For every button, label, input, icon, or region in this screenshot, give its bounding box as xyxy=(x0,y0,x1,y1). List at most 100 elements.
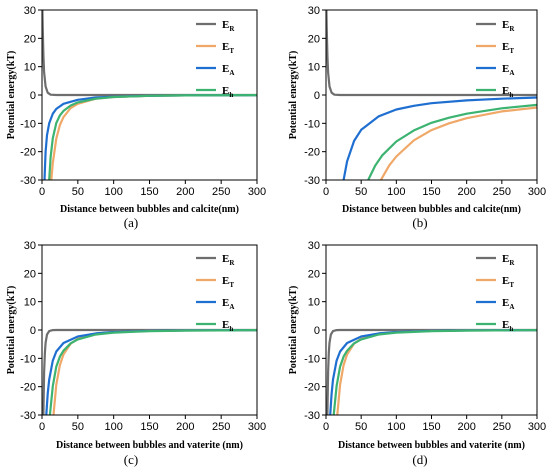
x-tick-label: 250 xyxy=(212,421,230,433)
y-tick-label: 10 xyxy=(308,62,320,74)
series-line-EA xyxy=(342,96,537,180)
series-line-ER xyxy=(42,10,257,97)
y-tick-label: 10 xyxy=(24,62,36,74)
series-line-ET xyxy=(50,93,257,180)
y-tick-label: 0 xyxy=(314,325,320,337)
x-tick-label: 50 xyxy=(355,421,367,433)
x-axis-title: Distance between bubbles and vaterite (n… xyxy=(338,440,525,451)
x-tick-label: 250 xyxy=(493,421,511,433)
y-tick-label: -10 xyxy=(20,353,36,365)
series-line-Eh xyxy=(48,329,257,415)
x-tick-label: 150 xyxy=(422,421,440,433)
y-tick-label: 20 xyxy=(24,268,36,280)
x-tick-label: 0 xyxy=(39,186,45,198)
legend-label-T: ET xyxy=(502,275,514,289)
series-line-ET xyxy=(52,329,257,415)
series-line-Eh xyxy=(367,103,537,180)
x-tick-label: 100 xyxy=(387,186,405,198)
legend-label-A: EA xyxy=(222,63,234,77)
y-tick-label: 30 xyxy=(24,240,36,252)
panel-label: (d) xyxy=(412,452,427,467)
legend-label-R: ER xyxy=(222,253,235,267)
legend-label-R: ER xyxy=(502,253,515,267)
x-tick-label: 300 xyxy=(248,186,266,198)
series-line-EA xyxy=(329,329,537,415)
panel-3: 0 50 100 150 200 250 300 -30 -20 -10 0 10 20 30 Distan… xyxy=(288,240,546,467)
legend-label-h: Eh xyxy=(222,319,233,333)
x-tick-label: 300 xyxy=(248,421,266,433)
legend-label-A: EA xyxy=(502,297,514,311)
y-tick-label: -30 xyxy=(304,410,320,422)
panel-label: (a) xyxy=(124,215,138,230)
legend-label-h: Eh xyxy=(502,85,513,99)
legend-label-R: ER xyxy=(502,19,515,33)
x-tick-label: 50 xyxy=(355,186,367,198)
y-tick-label: 20 xyxy=(24,33,36,45)
x-tick-label: 100 xyxy=(104,186,122,198)
x-tick-label: 300 xyxy=(528,421,546,433)
x-tick-label: 150 xyxy=(140,421,158,433)
legend-label-T: ET xyxy=(222,275,234,289)
x-tick-label: 200 xyxy=(176,186,194,198)
y-axis-title: Potential energy(kT) xyxy=(6,286,17,375)
x-tick-label: 100 xyxy=(104,421,122,433)
y-tick-label: -20 xyxy=(20,382,36,394)
series-line-EA xyxy=(43,93,257,180)
x-tick-label: 0 xyxy=(323,186,329,198)
panel-label: (c) xyxy=(124,452,138,467)
y-tick-label: 30 xyxy=(24,5,36,17)
y-tick-label: -10 xyxy=(20,118,36,130)
panel-2: 0 50 100 150 200 250 300 -30 -20 -10 0 10 20 30 Distan… xyxy=(6,240,266,467)
y-tick-label: -30 xyxy=(304,175,320,187)
y-tick-label: -30 xyxy=(20,410,36,422)
y-tick-label: 20 xyxy=(308,268,320,280)
legend-label-T: ET xyxy=(222,41,234,55)
y-tick-label: -20 xyxy=(304,382,320,394)
x-axis-title: Distance between bubbles and vaterite (n… xyxy=(56,440,243,451)
legend-label-h: Eh xyxy=(502,319,513,333)
x-tick-label: 50 xyxy=(72,186,84,198)
y-tick-label: 10 xyxy=(308,297,320,309)
y-tick-label: 30 xyxy=(308,240,320,252)
legend-label-A: EA xyxy=(502,63,514,77)
legend-label-R: ER xyxy=(222,19,235,33)
series-line-Eh xyxy=(48,93,257,180)
y-tick-label: 0 xyxy=(30,325,36,337)
x-tick-label: 200 xyxy=(457,186,475,198)
y-tick-label: 0 xyxy=(30,90,36,102)
x-tick-label: 300 xyxy=(528,186,546,198)
x-tick-label: 150 xyxy=(140,186,158,198)
series-line-Eh xyxy=(332,329,537,415)
y-tick-label: -10 xyxy=(304,353,320,365)
x-tick-label: 100 xyxy=(387,421,405,433)
series-line-ER xyxy=(42,328,257,415)
x-tick-label: 200 xyxy=(457,421,475,433)
y-axis-title: Potential energy(kT) xyxy=(288,286,299,375)
y-tick-label: -10 xyxy=(304,118,320,130)
x-axis-title: Distance between bubbles and calcite(nm) xyxy=(342,204,521,215)
x-tick-label: 0 xyxy=(323,421,329,433)
x-tick-label: 250 xyxy=(212,186,230,198)
legend-label-h: Eh xyxy=(222,85,233,99)
y-tick-label: 10 xyxy=(24,297,36,309)
x-tick-label: 150 xyxy=(422,186,440,198)
panel-0: 0 50 100 150 200 250 300 -30 -20 -10 0 10 20 30 Distan… xyxy=(6,5,266,230)
y-tick-label: 30 xyxy=(308,5,320,17)
panel-1: 0 50 100 150 200 250 300 -30 -20 -10 0 10 20 30 Distan… xyxy=(288,5,546,230)
y-tick-label: -20 xyxy=(304,147,320,159)
panel-label: (b) xyxy=(412,215,427,230)
x-tick-label: 250 xyxy=(493,186,511,198)
series-line-ET xyxy=(336,329,537,415)
x-tick-label: 200 xyxy=(176,421,194,433)
x-tick-label: 50 xyxy=(72,421,84,433)
y-tick-label: -20 xyxy=(20,147,36,159)
series-line-ER xyxy=(326,10,537,97)
legend-label-T: ET xyxy=(502,41,514,55)
legend-label-A: EA xyxy=(222,297,234,311)
x-tick-label: 0 xyxy=(39,421,45,433)
series-line-EA xyxy=(45,329,257,415)
y-tick-label: 0 xyxy=(314,90,320,102)
y-tick-label: -30 xyxy=(20,175,36,187)
y-axis-title: Potential energy(kT) xyxy=(6,51,17,140)
